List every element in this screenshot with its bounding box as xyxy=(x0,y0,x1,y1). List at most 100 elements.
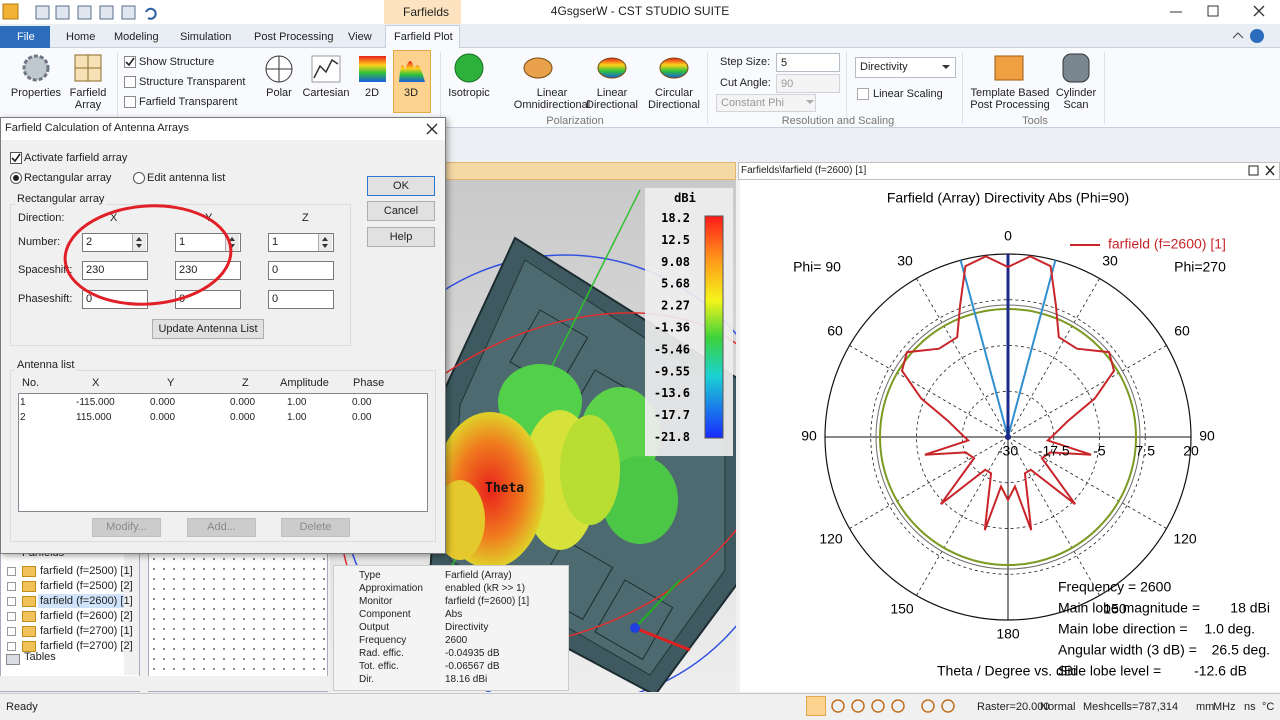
list-cell: 0.00 xyxy=(352,397,372,408)
dialog-button[interactable] xyxy=(187,518,256,537)
input-box[interactable] xyxy=(82,233,148,252)
ribbon-button[interactable]: 3D xyxy=(403,87,419,99)
ribbon-button[interactable]: Polar xyxy=(266,87,292,99)
radio[interactable] xyxy=(133,172,145,184)
ribbon-button[interactable]: Linear Directional xyxy=(586,87,638,111)
arrow xyxy=(806,100,814,104)
info-value: enabled (kR >> 1) xyxy=(445,583,526,594)
ribbon-button[interactable]: Linear Omnidirectional xyxy=(513,87,591,111)
input-box[interactable] xyxy=(268,290,334,309)
spinner[interactable] xyxy=(132,234,146,251)
dialog-button[interactable] xyxy=(367,227,435,247)
tree-item[interactable]: farfield (f=2500) [2] xyxy=(40,580,133,592)
ribbon-button[interactable]: Isotropic xyxy=(448,87,490,99)
dialog-button[interactable] xyxy=(152,319,264,339)
info-label: Monitor xyxy=(359,596,393,607)
group-box xyxy=(10,204,351,346)
tab[interactable]: Post Processing xyxy=(254,31,334,43)
tree-item[interactable]: farfield (f=2700) [1] xyxy=(40,625,133,637)
checkbox[interactable] xyxy=(124,76,136,88)
tab[interactable]: Farfield Plot xyxy=(394,31,453,43)
spinner-arrows xyxy=(322,237,328,248)
input-value: 5 xyxy=(781,57,788,69)
expander[interactable] xyxy=(7,597,16,606)
ribbon-button[interactable]: Farfield Array xyxy=(69,87,107,111)
angle-label: 180 xyxy=(996,626,1020,642)
ribbon-button[interactable]: Properties xyxy=(10,87,62,99)
button-label[interactable]: Cancel xyxy=(383,205,419,217)
radio-label[interactable]: Edit antenna list xyxy=(147,172,226,184)
colorbar xyxy=(704,215,724,439)
button-label[interactable]: Modify... xyxy=(106,521,147,533)
radial-label: -17.5 xyxy=(1038,443,1070,459)
checkbox[interactable] xyxy=(124,96,136,108)
info-value: farfield (f=2600) [1] xyxy=(445,596,530,607)
radio-label[interactable]: Rectangular array xyxy=(24,172,112,184)
expander[interactable] xyxy=(7,642,16,651)
tab[interactable]: Modeling xyxy=(114,31,159,43)
checkbox-label[interactable]: Structure Transparent xyxy=(139,76,246,88)
tree-item[interactable]: farfield (f=2700) [2] xyxy=(40,640,133,652)
expander[interactable] xyxy=(7,567,16,576)
status-active-tool[interactable] xyxy=(806,696,826,716)
polar-plot: Farfield (Array) Directivity Abs (Phi=90… xyxy=(740,180,1280,692)
checkbox-label[interactable]: Show Structure xyxy=(139,56,215,68)
ribbon-button[interactable]: Cylinder Scan xyxy=(1055,87,1097,111)
grid-spoke xyxy=(849,436,1009,529)
expander[interactable] xyxy=(7,612,16,621)
tree-item[interactable]: farfield (f=2600) [1] xyxy=(40,595,133,607)
checkbox-label[interactable]: Farfield Transparent xyxy=(139,96,238,108)
info-label: Type xyxy=(359,570,381,581)
tab[interactable]: Simulation xyxy=(180,31,232,43)
close xyxy=(426,123,438,135)
dropdown[interactable] xyxy=(855,57,956,78)
field-label: Phaseshift: xyxy=(18,293,73,305)
button-label[interactable]: Add... xyxy=(207,521,236,533)
file-tab[interactable] xyxy=(0,26,50,48)
dialog-button[interactable] xyxy=(92,518,161,537)
active-tab[interactable] xyxy=(385,25,460,49)
tree-item[interactable]: Tables xyxy=(24,651,56,663)
button-label[interactable]: OK xyxy=(393,180,409,192)
expander[interactable] xyxy=(7,627,16,636)
info-label: Component xyxy=(359,609,411,620)
checkbox[interactable] xyxy=(857,88,869,100)
tree-item[interactable]: farfield (f=2600) [2] xyxy=(40,610,133,622)
tab[interactable]: File xyxy=(17,31,35,43)
input-box[interactable] xyxy=(268,261,334,280)
info-value: Directivity xyxy=(445,622,489,633)
input-box[interactable] xyxy=(175,233,241,252)
input-value: 0 xyxy=(272,264,279,276)
checkbox-label[interactable]: Activate farfield array xyxy=(24,152,128,164)
input-box[interactable] xyxy=(776,53,840,72)
button-label[interactable]: Delete xyxy=(299,521,332,533)
center-dot xyxy=(1005,434,1011,440)
input-box[interactable] xyxy=(82,261,148,280)
tab[interactable]: View xyxy=(348,31,372,43)
folder-icon xyxy=(22,641,36,652)
button-label[interactable]: Update Antenna List xyxy=(158,323,258,335)
input-box[interactable] xyxy=(776,74,840,93)
dialog-button[interactable] xyxy=(367,176,435,196)
quick-icon xyxy=(121,5,136,20)
dot-pane-hscroll xyxy=(148,676,328,691)
input-box[interactable] xyxy=(175,261,241,280)
group-label: Tools xyxy=(1022,115,1048,127)
dropdown[interactable] xyxy=(716,94,816,112)
ribbon-button[interactable]: Template Based Post Processing xyxy=(970,87,1050,111)
tab[interactable]: Home xyxy=(66,31,96,43)
input-value: 2 xyxy=(86,236,93,248)
button-label[interactable]: Help xyxy=(389,231,413,243)
spinner[interactable] xyxy=(318,234,332,251)
ribbon-button[interactable]: 2D xyxy=(364,87,380,99)
checkbox-label[interactable]: Linear Scaling xyxy=(873,88,943,100)
info-label: Approximation xyxy=(359,583,423,594)
tree-item[interactable]: farfield (f=2500) [1] xyxy=(40,565,133,577)
plot-title: Farfield (Array) Directivity Abs (Phi=90… xyxy=(887,190,1129,206)
dialog-button[interactable] xyxy=(281,518,350,537)
ribbon-button[interactable]: Cartesian xyxy=(302,87,350,99)
expander[interactable] xyxy=(7,582,16,591)
input-box[interactable] xyxy=(268,233,334,252)
ribbon-button[interactable]: Circular Directional xyxy=(648,87,700,111)
dialog-button[interactable] xyxy=(367,201,435,221)
